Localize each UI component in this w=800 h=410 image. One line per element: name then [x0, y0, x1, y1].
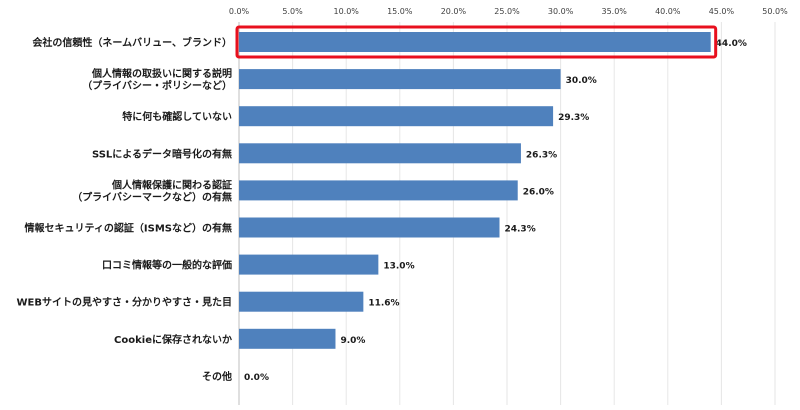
category-label: 個人情報保護に関わる認証 — [111, 178, 232, 191]
category-label: （プライバシーマークなど）の有無 — [72, 190, 232, 203]
category-label: 特に何も確認していない — [122, 110, 232, 123]
x-tick-label: 40.0% — [655, 7, 681, 16]
x-tick-label: 45.0% — [709, 7, 735, 16]
category-label: 情報セキュリティの認証（ISMSなど）の有無 — [25, 222, 232, 235]
bar-value-label: 9.0% — [340, 336, 365, 346]
bar — [239, 106, 554, 127]
bar — [239, 143, 521, 164]
x-tick-label: 15.0% — [387, 7, 413, 16]
x-tick-label: 25.0% — [494, 7, 520, 16]
bar — [239, 180, 518, 201]
bar-value-label: 29.3% — [558, 113, 589, 123]
bar-value-label: 11.6% — [368, 299, 399, 309]
category-label: WEBサイトの見やすさ・分かりやすさ・見た目 — [17, 296, 232, 309]
category-label: 会社の信頼性（ネームバリュー、ブランド） — [32, 36, 232, 49]
bar-value-label: 26.0% — [523, 187, 554, 197]
category-label: 口コミ情報等の一般的な評価 — [102, 259, 232, 272]
x-tick-label: 50.0% — [762, 7, 788, 16]
category-label: SSLによるデータ暗号化の有無 — [92, 147, 232, 160]
x-tick-label: 30.0% — [548, 7, 574, 16]
bar — [239, 291, 364, 312]
x-tick-label: 20.0% — [441, 7, 467, 16]
bar-value-label: 0.0% — [244, 373, 269, 383]
highlight-box — [235, 25, 718, 59]
bar — [239, 217, 500, 238]
bar — [239, 32, 711, 52]
category-label: その他 — [202, 370, 232, 383]
category-label: Cookieに保存されないか — [114, 333, 232, 346]
bar — [239, 69, 561, 90]
category-label: （プライバシー・ポリシーなど） — [82, 79, 232, 92]
bar — [239, 254, 379, 275]
bar-value-label: 30.0% — [566, 76, 597, 86]
bar-value-label: 24.3% — [504, 225, 535, 235]
bar — [239, 328, 336, 349]
bar-value-label: 13.0% — [383, 262, 414, 272]
x-tick-label: 0.0% — [229, 7, 250, 16]
category-label: 個人情報の取扱いに関する説明 — [91, 67, 232, 80]
bar-value-label: 44.0% — [716, 39, 747, 49]
x-tick-label: 5.0% — [282, 7, 303, 16]
x-tick-label: 10.0% — [333, 7, 359, 16]
x-tick-label: 35.0% — [601, 7, 627, 16]
bar-value-label: 26.3% — [526, 150, 557, 160]
